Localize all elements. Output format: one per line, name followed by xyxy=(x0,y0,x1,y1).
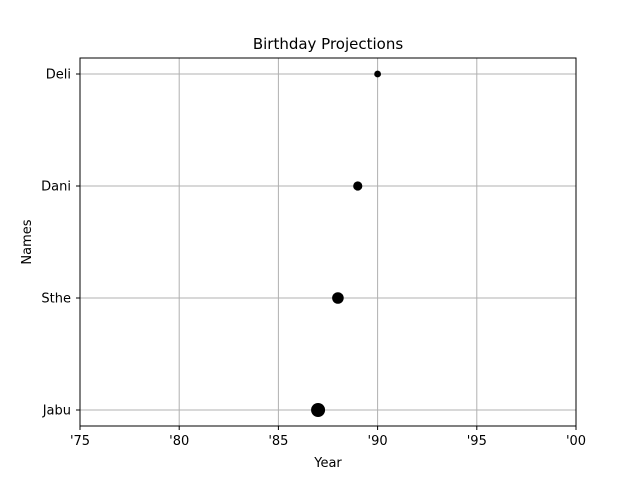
y-axis-ticks: Jabu Sthe Dani Deli xyxy=(41,68,80,419)
x-axis-ticks: '75 '80 '85 '90 '95 '00 xyxy=(70,426,586,449)
x-tick-label: '75 xyxy=(70,434,90,449)
y-tick-label: Sthe xyxy=(41,292,71,307)
chart-title: Birthday Projections xyxy=(253,35,404,53)
x-tick-label: '00 xyxy=(566,434,586,449)
data-point-dani xyxy=(353,181,363,191)
data-point-deli xyxy=(374,70,381,78)
grid-lines xyxy=(79,58,577,426)
data-point-jabu xyxy=(311,403,326,417)
x-tick-label: '80 xyxy=(169,434,189,449)
x-tick-label: '85 xyxy=(268,434,288,449)
y-axis-label: Names xyxy=(20,219,35,264)
plot-area-frame xyxy=(79,57,577,427)
y-tick-label: Deli xyxy=(46,68,71,83)
data-point-sthe xyxy=(332,292,344,304)
x-axis-label: Year xyxy=(313,456,342,471)
y-tick-label: Jabu xyxy=(42,404,71,419)
y-tick-label: Dani xyxy=(41,180,71,195)
x-tick-label: '95 xyxy=(467,434,487,449)
x-tick-label: '90 xyxy=(368,434,388,449)
data-points xyxy=(311,70,381,417)
